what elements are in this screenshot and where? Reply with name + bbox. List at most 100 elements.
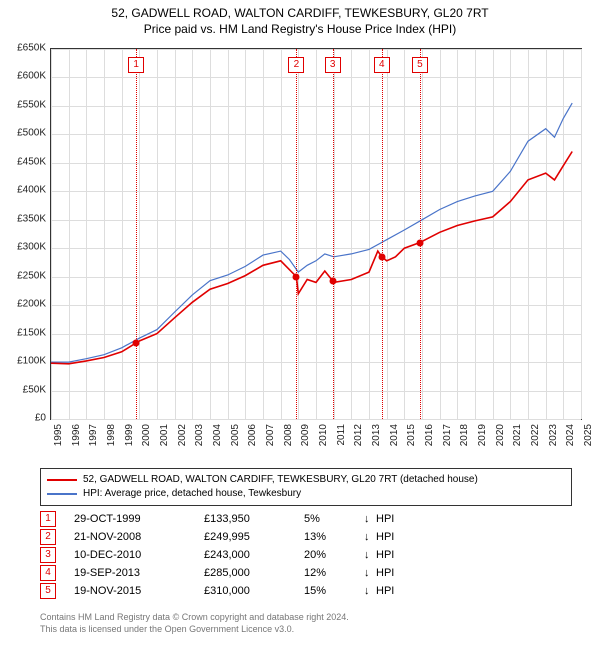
xtick-label: 2003: [194, 424, 205, 446]
sale-index-box: 3: [40, 547, 56, 563]
sale-marker-box: 1: [128, 57, 144, 73]
sale-ref: HPI: [376, 531, 394, 543]
sale-ref: HPI: [376, 549, 394, 561]
sale-price: £133,950: [204, 513, 304, 525]
xtick-label: 2014: [389, 424, 400, 446]
sale-vline: [296, 49, 297, 419]
ytick-label: £650K: [17, 43, 46, 54]
legend-label: HPI: Average price, detached house, Tewk…: [83, 487, 301, 501]
sale-row: 1 29-OCT-1999£133,9505%↓HPI: [40, 510, 394, 528]
ytick-label: £200K: [17, 299, 46, 310]
sale-date: 19-SEP-2013: [74, 567, 204, 579]
legend: 52, GADWELL ROAD, WALTON CARDIFF, TEWKES…: [40, 468, 572, 506]
sale-date: 10-DEC-2010: [74, 549, 204, 561]
sale-date: 29-OCT-1999: [74, 513, 204, 525]
xtick-label: 1995: [53, 424, 64, 446]
ytick-label: £100K: [17, 356, 46, 367]
xtick-label: 1997: [88, 424, 99, 446]
sale-date: 21-NOV-2008: [74, 531, 204, 543]
sale-direction-icon: ↓: [364, 549, 376, 561]
sale-direction-icon: ↓: [364, 567, 376, 579]
xtick-label: 2020: [495, 424, 506, 446]
footer-line1: Contains HM Land Registry data © Crown c…: [40, 612, 349, 624]
sale-dot: [329, 277, 336, 284]
sale-dot: [293, 273, 300, 280]
sale-price: £243,000: [204, 549, 304, 561]
gridline-h: [51, 419, 581, 420]
ytick-label: £500K: [17, 128, 46, 139]
ytick-label: £50K: [23, 384, 46, 395]
sale-pct: 20%: [304, 549, 364, 561]
xtick-label: 2012: [353, 424, 364, 446]
sale-price: £285,000: [204, 567, 304, 579]
sales-table: 129-OCT-1999£133,9505%↓HPI221-NOV-2008£2…: [40, 510, 394, 600]
legend-label: 52, GADWELL ROAD, WALTON CARDIFF, TEWKES…: [83, 473, 478, 487]
xtick-label: 2013: [371, 424, 382, 446]
xtick-label: 2009: [300, 424, 311, 446]
xtick-label: 2010: [318, 424, 329, 446]
ytick-label: £0: [35, 413, 46, 424]
sale-index-box: 2: [40, 529, 56, 545]
sale-price: £310,000: [204, 585, 304, 597]
footer-line2: This data is licensed under the Open Gov…: [40, 624, 349, 636]
xtick-label: 2005: [230, 424, 241, 446]
footer: Contains HM Land Registry data © Crown c…: [40, 612, 349, 635]
sale-price: £249,995: [204, 531, 304, 543]
ytick-label: £250K: [17, 270, 46, 281]
xtick-label: 2015: [406, 424, 417, 446]
sale-pct: 5%: [304, 513, 364, 525]
sale-direction-icon: ↓: [364, 531, 376, 543]
xtick-label: 2016: [424, 424, 435, 446]
xtick-label: 2000: [141, 424, 152, 446]
legend-row: HPI: Average price, detached house, Tewk…: [47, 487, 565, 501]
xtick-label: 2023: [548, 424, 559, 446]
xtick-label: 2025: [583, 424, 594, 446]
gridline-v: [581, 49, 582, 419]
xtick-label: 2006: [247, 424, 258, 446]
sale-row: 419-SEP-2013£285,00012%↓HPI: [40, 564, 394, 582]
sale-pct: 12%: [304, 567, 364, 579]
line-layer: [51, 49, 581, 419]
sale-dot: [378, 253, 385, 260]
xtick-label: 2001: [159, 424, 170, 446]
sale-ref: HPI: [376, 513, 394, 525]
sale-row: 519-NOV-2015£310,00015%↓HPI: [40, 582, 394, 600]
xtick-label: 1998: [106, 424, 117, 446]
sale-direction-icon: ↓: [364, 513, 376, 525]
ytick-label: £350K: [17, 213, 46, 224]
xtick-label: 2018: [459, 424, 470, 446]
xtick-label: 2022: [530, 424, 541, 446]
xtick-label: 2002: [177, 424, 188, 446]
xtick-label: 2024: [565, 424, 576, 446]
legend-row: 52, GADWELL ROAD, WALTON CARDIFF, TEWKES…: [47, 473, 565, 487]
chart: 12345 £0£50K£100K£150K£200K£250K£300K£35…: [50, 48, 580, 418]
sale-row: 3 10-DEC-2010£243,00020%↓HPI: [40, 546, 394, 564]
sale-pct: 15%: [304, 585, 364, 597]
series-hpi: [51, 103, 572, 362]
sale-vline: [420, 49, 421, 419]
sale-vline: [136, 49, 137, 419]
sale-marker-box: 3: [325, 57, 341, 73]
plot-area: 12345: [50, 48, 582, 420]
sale-vline: [333, 49, 334, 419]
sale-pct: 13%: [304, 531, 364, 543]
xtick-label: 2011: [336, 424, 347, 446]
sale-row: 2 21-NOV-2008£249,99513%↓HPI: [40, 528, 394, 546]
xtick-label: 2008: [283, 424, 294, 446]
xtick-label: 2004: [212, 424, 223, 446]
series-property: [51, 152, 572, 364]
xtick-label: 2021: [512, 424, 523, 446]
sale-dot: [416, 239, 423, 246]
sale-vline: [382, 49, 383, 419]
sale-index-box: 1: [40, 511, 56, 527]
sale-index-box: 4: [40, 565, 56, 581]
sale-ref: HPI: [376, 585, 394, 597]
xtick-label: 1996: [71, 424, 82, 446]
legend-swatch: [47, 479, 77, 481]
chart-title-line2: Price paid vs. HM Land Registry's House …: [0, 22, 600, 38]
sale-direction-icon: ↓: [364, 585, 376, 597]
xtick-label: 2017: [442, 424, 453, 446]
ytick-label: £550K: [17, 99, 46, 110]
ytick-label: £150K: [17, 327, 46, 338]
sale-marker-box: 4: [374, 57, 390, 73]
